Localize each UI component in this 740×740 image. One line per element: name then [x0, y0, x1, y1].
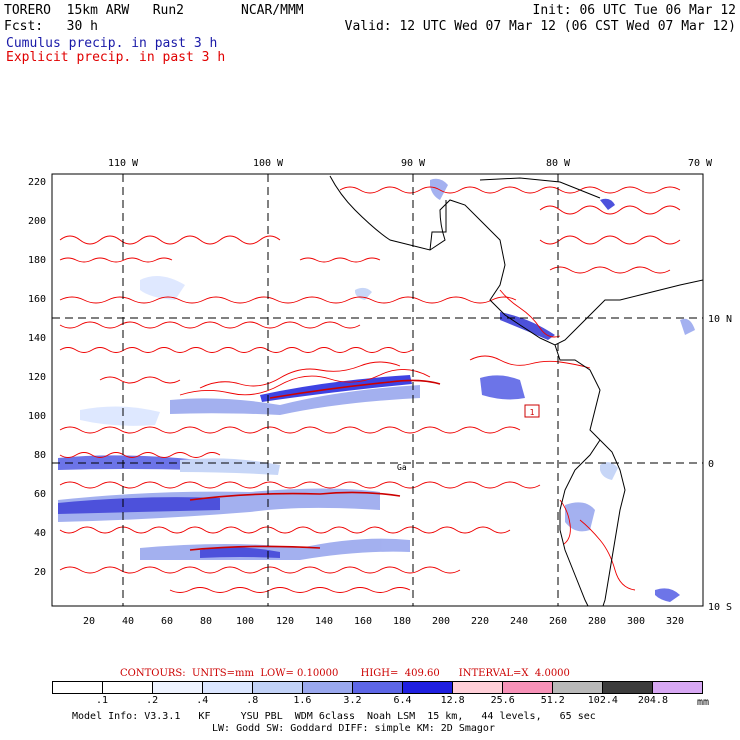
lat-label-0: 0 [708, 459, 714, 470]
island-label: Ga [397, 463, 407, 472]
model-info: Model Info: V3.3.1 KF YSU PBL WDM 6class… [72, 711, 596, 735]
model-info-line2: LW: Godd SW: Goddard DIFF: simple KM: 2D… [212, 723, 495, 734]
colorbar-label: 3.2 [343, 695, 362, 706]
colorbar-segment [253, 682, 303, 693]
colorbar-label: .8 [246, 695, 259, 706]
colorbar-label: 51.2 [540, 695, 565, 706]
y-tick: 140 [28, 333, 46, 344]
explicit-legend: Explicit precip. in past 3 h [6, 50, 226, 65]
colorbar-label: 204.8 [637, 695, 668, 706]
y-tick: 40 [34, 528, 46, 539]
model-info-line1: Model Info: V3.3.1 KF YSU PBL WDM 6class… [72, 711, 596, 722]
latlon-grid [52, 174, 703, 606]
colorbar-segment [453, 682, 503, 693]
colorbar-unit: mm [697, 697, 710, 708]
x-tick: 280 [588, 616, 606, 627]
lon-label-80w: 80 W [546, 158, 571, 169]
colorbar-segment [603, 682, 653, 693]
y-tick: 220 [28, 177, 46, 188]
cumulus-legend: Cumulus precip. in past 3 h [6, 36, 218, 51]
colorbar-segment [53, 682, 103, 693]
colorbar-label: 6.4 [393, 695, 412, 706]
colorbar-segment [553, 682, 603, 693]
colorbar-segment [403, 682, 453, 693]
lon-label-90w: 90 W [401, 158, 426, 169]
forecast-hour: Fcst: 30 h [4, 19, 98, 34]
x-tick: 200 [432, 616, 450, 627]
lat-label-10n: 10 N [708, 314, 732, 325]
x-tick: 80 [200, 616, 212, 627]
y-tick: 200 [28, 216, 46, 227]
x-tick: 40 [122, 616, 134, 627]
x-tick: 60 [161, 616, 173, 627]
colorbar-segment [103, 682, 153, 693]
y-axis-ticks: 220 200 180 160 140 120 100 80 60 40 20 [28, 177, 46, 578]
x-tick: 120 [276, 616, 294, 627]
x-tick: 100 [236, 616, 254, 627]
y-tick: 100 [28, 411, 46, 422]
colorbar-label: 25.6 [490, 695, 515, 706]
init-time: Init: 06 UTC Tue 06 Mar 12 [532, 3, 737, 18]
y-tick: 60 [34, 489, 46, 500]
y-tick: 160 [28, 294, 46, 305]
colorbar-segment [653, 682, 702, 693]
colorbar-label: 102.4 [587, 695, 618, 706]
explicit-precip-contours [59, 186, 681, 593]
colorbar-segment [203, 682, 253, 693]
map-frame [51, 173, 704, 607]
precip-map: 110 W 100 W 90 W 80 W 70 W 10 N 0 10 S 2… [28, 158, 732, 627]
lon-label-100w: 100 W [253, 158, 284, 169]
colorbar-label: 12.8 [440, 695, 465, 706]
y-tick: 80 [34, 450, 46, 461]
y-tick: 120 [28, 372, 46, 383]
contours-info: CONTOURS: UNITS=mm LOW= 0.10000 HIGH= 40… [120, 668, 570, 679]
org-label: NCAR/MMM [241, 3, 304, 18]
colorbar-segment [503, 682, 553, 693]
x-tick: 320 [666, 616, 684, 627]
x-tick: 300 [627, 616, 645, 627]
lon-label-110w: 110 W [108, 158, 139, 169]
nest-domain-box [524, 404, 540, 418]
x-tick: 160 [354, 616, 372, 627]
x-tick: 220 [471, 616, 489, 627]
precip-colorbar [52, 681, 703, 694]
y-tick: 20 [34, 567, 46, 578]
colorbar-segment [153, 682, 203, 693]
colorbar-segment [303, 682, 353, 693]
x-tick: 180 [393, 616, 411, 627]
y-tick: 180 [28, 255, 46, 266]
x-tick: 20 [83, 616, 95, 627]
nest-box-label: 1 [530, 408, 535, 417]
run-title: TORERO 15km ARW Run2 [4, 3, 185, 18]
x-tick: 260 [549, 616, 567, 627]
colorbar-label: .1 [96, 695, 109, 706]
colorbar-segment [353, 682, 403, 693]
colorbar-label: 1.6 [293, 695, 312, 706]
colorbar-label: .4 [196, 695, 209, 706]
lon-label-70w: 70 W [688, 158, 713, 169]
lat-label-10s: 10 S [708, 602, 732, 613]
coastlines [329, 175, 703, 606]
colorbar-label: .2 [146, 695, 159, 706]
x-tick: 140 [315, 616, 333, 627]
x-axis-ticks: 20 40 60 80 100 120 140 160 180 200 220 … [83, 616, 684, 627]
valid-time: Valid: 12 UTC Wed 07 Mar 12 (06 CST Wed … [344, 19, 736, 34]
x-tick: 240 [510, 616, 528, 627]
